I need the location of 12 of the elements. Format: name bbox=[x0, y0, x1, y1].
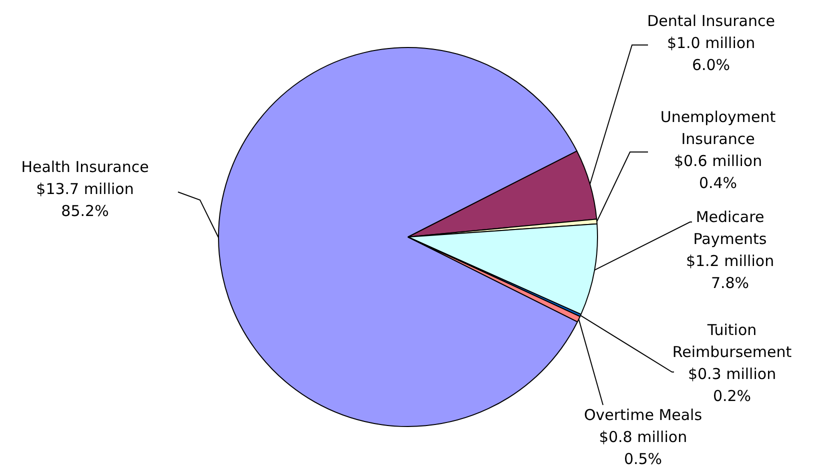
slice-label: Health Insurance bbox=[21, 158, 149, 176]
slice-label: Dental Insurance bbox=[647, 12, 775, 30]
data-label: $0.8 million 0.5% bbox=[598, 428, 688, 468]
data-label: $1.2 million 7.8% bbox=[686, 252, 774, 292]
data-label: $1.0 million 6.0% bbox=[666, 34, 756, 74]
data-label: $13.7 million 85.2% bbox=[36, 180, 134, 220]
slice-label: Unemployment Insurance bbox=[660, 108, 776, 148]
slice-label: Tuition Reimbursement bbox=[672, 320, 792, 361]
data-label: $0.3 million 0.2% bbox=[688, 364, 776, 405]
slice-label: Overtime Meals bbox=[584, 406, 702, 424]
data-label: $0.6 million 0.4% bbox=[674, 152, 762, 192]
slice-label: Medicare Payments bbox=[693, 208, 767, 248]
